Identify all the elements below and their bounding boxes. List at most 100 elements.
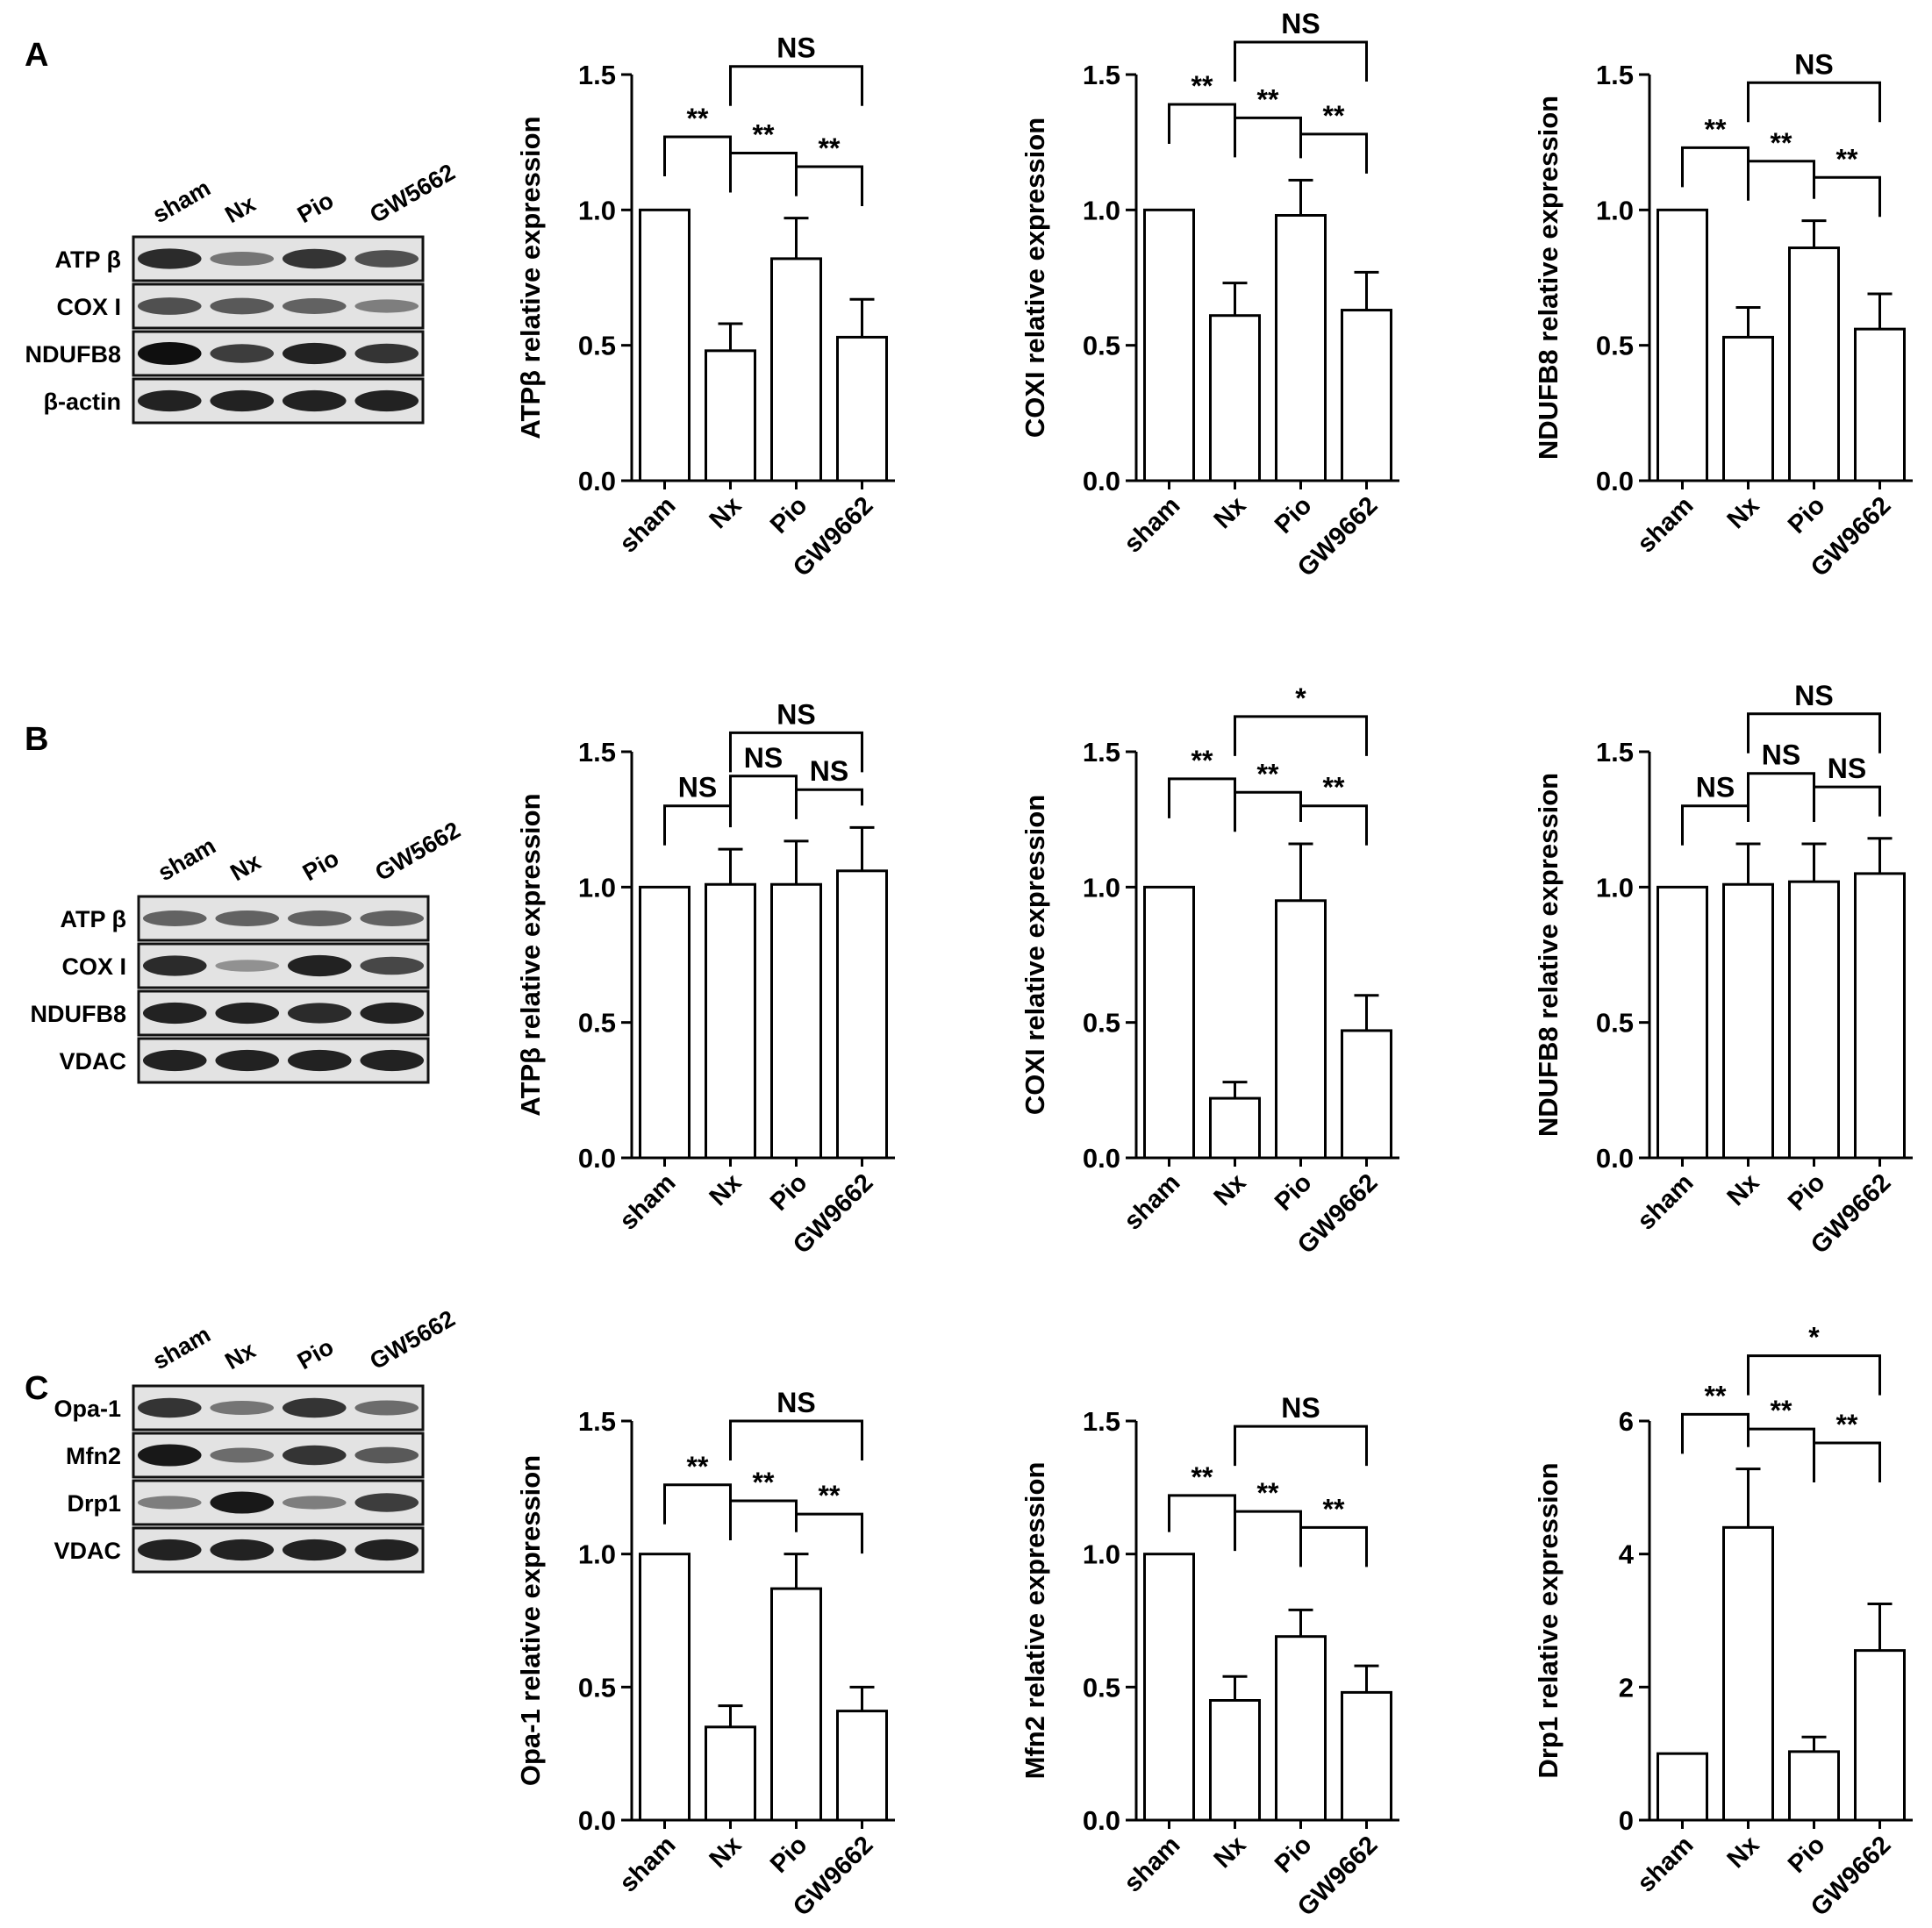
x-tick-label: Nx: [705, 491, 748, 534]
x-tick-label: sham: [1119, 1831, 1185, 1897]
blot-band: [142, 1002, 207, 1025]
bar: [1341, 1029, 1392, 1160]
bar: [1722, 1525, 1774, 1822]
significance-bracket: [795, 788, 863, 819]
blot-band: [354, 1446, 419, 1464]
x-tick-label: sham: [614, 1168, 681, 1235]
significance-label: **: [753, 119, 775, 151]
blot-band: [360, 1002, 425, 1025]
significance-label: **: [687, 103, 709, 134]
blot-band: [142, 955, 207, 976]
blot-band: [137, 248, 202, 269]
blot-band: [210, 344, 275, 363]
y-tick-label: 0.5: [1083, 331, 1120, 361]
blot-band: [360, 956, 425, 975]
blot-row-label: VDAC: [59, 1048, 126, 1075]
bar: [1854, 872, 1906, 1160]
y-tick-label: 0.5: [1083, 1008, 1120, 1039]
x-tick-label: Pio: [765, 1168, 813, 1217]
y-tick-label: 0.0: [1596, 466, 1634, 496]
bar: [1788, 880, 1840, 1160]
significance-bracket: [1299, 132, 1368, 174]
bar: [770, 882, 822, 1160]
western-blot-b: sham Nx Pio GW5662 ATP β COX I NDUFB8 VDAC: [30, 817, 465, 1084]
significance-bracket: [729, 775, 798, 816]
significance-label: **: [1257, 83, 1279, 115]
blot-band: [287, 910, 352, 926]
bar: [770, 257, 822, 482]
x-tick-label: sham: [1632, 1831, 1699, 1897]
significance-bracket: [663, 804, 732, 846]
y-tick-label: 0: [1619, 1805, 1634, 1836]
blot-band: [210, 389, 275, 412]
significance-label: NS: [1762, 739, 1800, 771]
significance-bracket: [1747, 81, 1881, 123]
blot-lane-label: Pio: [293, 187, 338, 228]
x-tick-label: Pio: [1783, 491, 1831, 539]
x-tick-label: Pio: [1783, 1168, 1831, 1217]
y-tick-label: 1.5: [1083, 60, 1120, 90]
blot-row-label: NDUFB8: [25, 341, 121, 368]
significance-bracket: [1813, 785, 1881, 822]
blot-band: [137, 389, 202, 412]
blot-row-label: VDAC: [54, 1538, 121, 1564]
y-tick-label: 1.0: [1083, 872, 1120, 903]
blot-band: [354, 299, 419, 313]
y-tick-label: 0.0: [1083, 1805, 1120, 1836]
blot-band: [287, 954, 352, 977]
blot-band: [282, 1397, 347, 1418]
significance-label: **: [1191, 70, 1213, 102]
blot-band: [137, 342, 202, 365]
y-tick-label: 2: [1619, 1672, 1634, 1703]
bar: [1722, 882, 1774, 1160]
blot-band: [287, 1049, 352, 1072]
y-tick-label: 4: [1619, 1539, 1635, 1570]
y-tick-label: 0.0: [1083, 1143, 1120, 1174]
significance-bracket: [663, 135, 732, 176]
blot-band: [215, 1049, 280, 1072]
x-tick-label: Pio: [1270, 1168, 1318, 1217]
blot-band: [360, 1049, 425, 1072]
bar: [1209, 1699, 1261, 1822]
bar: [1143, 885, 1195, 1160]
significance-bracket: [729, 65, 863, 106]
blot-lane-label: sham: [154, 832, 220, 886]
significance-bracket: [1234, 1425, 1368, 1467]
blot-band: [354, 1539, 419, 1561]
y-tick-label: 0.5: [1596, 331, 1634, 361]
significance-bracket: [795, 165, 863, 206]
significance-bracket: [795, 1512, 863, 1554]
significance-label: **: [819, 132, 841, 164]
significance-label: **: [1191, 1461, 1213, 1493]
significance-bracket: [1681, 1412, 1750, 1454]
y-axis-label: Mfn2 relative expression: [1020, 1462, 1050, 1780]
significance-bracket: [1299, 804, 1368, 846]
blot-lane-label: Nx: [220, 190, 260, 228]
significance-bracket: [1168, 1494, 1236, 1535]
blot-lane-label: Pio: [293, 1333, 338, 1375]
bar: [1854, 1649, 1906, 1822]
y-tick-label: 0.5: [578, 331, 616, 361]
significance-label: *: [1295, 682, 1306, 714]
y-tick-label: 0.5: [1083, 1672, 1120, 1703]
panel-letter-c: C: [25, 1370, 48, 1407]
blot-row-label: Drp1: [67, 1490, 121, 1517]
x-tick-label: sham: [614, 1831, 681, 1897]
bar: [705, 1725, 756, 1822]
y-tick-label: 1.0: [578, 195, 616, 225]
bar: [1341, 309, 1392, 482]
x-tick-label: sham: [1632, 491, 1699, 558]
x-tick-label: Nx: [1722, 491, 1765, 534]
significance-label: **: [1257, 1477, 1279, 1509]
blot-band: [282, 248, 347, 269]
y-tick-label: 1.5: [1596, 60, 1634, 90]
bar: [705, 882, 756, 1160]
blot-row-label: COX I: [61, 953, 126, 980]
blot-band: [282, 389, 347, 412]
blot-lane-label: sham: [148, 175, 215, 228]
significance-label: **: [1771, 1395, 1792, 1426]
